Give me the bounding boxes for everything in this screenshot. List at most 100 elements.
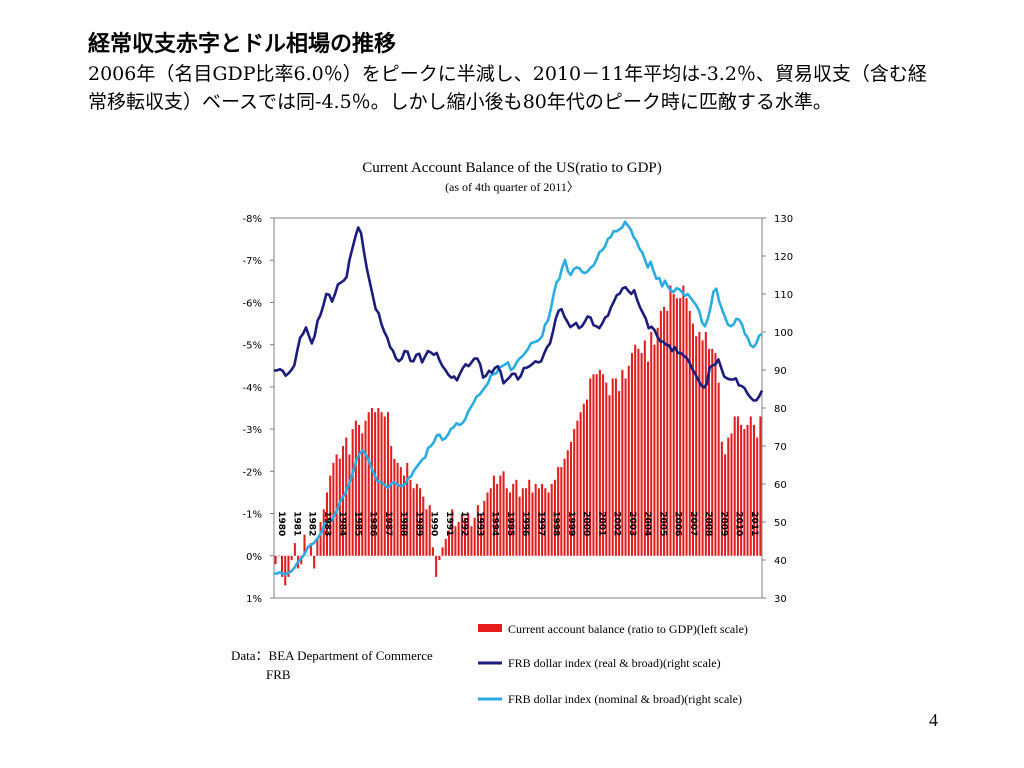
bar xyxy=(682,285,685,556)
bar xyxy=(325,492,329,556)
bar xyxy=(557,467,560,556)
bar xyxy=(390,446,393,556)
left-axis-label: 1% xyxy=(246,594,262,605)
year-label: 1986 xyxy=(368,511,378,536)
bar xyxy=(666,310,669,556)
bar xyxy=(544,488,547,556)
left-axis-label: -1% xyxy=(243,510,262,521)
bar xyxy=(585,399,589,556)
bar xyxy=(688,310,691,556)
bar xyxy=(341,446,345,556)
bar xyxy=(518,496,521,556)
bar xyxy=(669,285,672,556)
left-axis-label: 0% xyxy=(246,552,262,563)
bar xyxy=(351,429,354,556)
bar xyxy=(435,555,438,577)
bar xyxy=(473,517,476,556)
bar xyxy=(675,298,678,556)
bar xyxy=(743,429,746,556)
bar xyxy=(280,555,284,577)
bar xyxy=(496,484,499,556)
year-label: 1994 xyxy=(490,511,500,536)
year-label: 1992 xyxy=(459,511,469,536)
bar xyxy=(614,378,617,556)
bar xyxy=(354,420,357,556)
year-label: 1997 xyxy=(535,511,545,536)
bar xyxy=(707,348,711,556)
bar xyxy=(505,488,508,556)
bar xyxy=(679,298,682,556)
chart-title: Current Account Balance of the US(ratio … xyxy=(362,160,662,176)
bar xyxy=(441,547,444,556)
bar xyxy=(492,475,495,556)
year-label: 2010 xyxy=(734,511,744,536)
bar xyxy=(277,555,280,557)
bar xyxy=(650,332,653,556)
right-axis-label: 90 xyxy=(774,366,787,377)
year-label: 1999 xyxy=(566,511,576,536)
bar xyxy=(624,378,627,556)
bar xyxy=(313,555,316,569)
left-axis-label: -3% xyxy=(243,425,262,436)
bar xyxy=(370,408,373,556)
bar xyxy=(627,365,630,556)
bar xyxy=(470,526,473,556)
bar xyxy=(322,509,325,556)
slide-body-text: 2006年（名目GDP比率6.0％）をピークに半減し、2010－11年平均は-3… xyxy=(88,63,927,113)
left-axis-label: -7% xyxy=(243,256,262,267)
right-axis-label: 110 xyxy=(774,290,793,301)
bar xyxy=(303,534,306,556)
bar xyxy=(412,488,415,556)
bar xyxy=(646,361,650,556)
bar xyxy=(759,416,762,556)
bar xyxy=(428,505,431,556)
bar xyxy=(566,450,569,556)
line-real-dollar-index xyxy=(274,226,764,402)
bar xyxy=(309,543,312,556)
legend-swatch-bar xyxy=(478,624,502,632)
year-label: 1984 xyxy=(337,511,347,536)
bar xyxy=(393,458,396,556)
right-axis-label: 130 xyxy=(774,214,793,225)
line-nominal-dollar-index xyxy=(273,220,763,576)
left-axis-label: -6% xyxy=(243,298,262,309)
year-label: 1995 xyxy=(505,511,515,536)
bar xyxy=(691,323,695,556)
bar xyxy=(541,484,544,556)
left-axis-label: -2% xyxy=(243,467,262,478)
bar xyxy=(724,454,727,556)
bar xyxy=(640,353,643,556)
year-label: 2009 xyxy=(718,511,728,536)
bar xyxy=(290,555,293,560)
right-axis-label: 120 xyxy=(774,252,793,263)
bar xyxy=(284,555,287,586)
year-label: 2002 xyxy=(612,511,622,536)
bar xyxy=(608,395,611,556)
bar xyxy=(524,488,528,556)
bar xyxy=(480,513,483,556)
bar xyxy=(550,484,553,556)
bar xyxy=(444,538,447,556)
year-label: 1991 xyxy=(444,511,454,536)
bar xyxy=(704,332,707,556)
bar xyxy=(685,298,688,556)
right-axis-label: 60 xyxy=(774,480,787,491)
bar xyxy=(630,353,634,556)
bar xyxy=(489,488,492,556)
bar xyxy=(589,378,592,556)
year-label: 2003 xyxy=(627,511,637,536)
bar xyxy=(476,505,479,556)
bar xyxy=(569,441,573,556)
page-number: 4 xyxy=(929,710,938,730)
year-label: 1987 xyxy=(383,511,393,536)
bar xyxy=(637,348,640,556)
bar xyxy=(316,538,319,556)
year-label: 1993 xyxy=(474,511,484,536)
bar xyxy=(499,475,502,556)
slide-title: 経常収支赤字とドル相場の推移 xyxy=(88,32,397,57)
bar xyxy=(358,424,361,556)
bar xyxy=(643,340,646,556)
bar xyxy=(332,462,335,556)
year-label: 2007 xyxy=(688,511,698,536)
